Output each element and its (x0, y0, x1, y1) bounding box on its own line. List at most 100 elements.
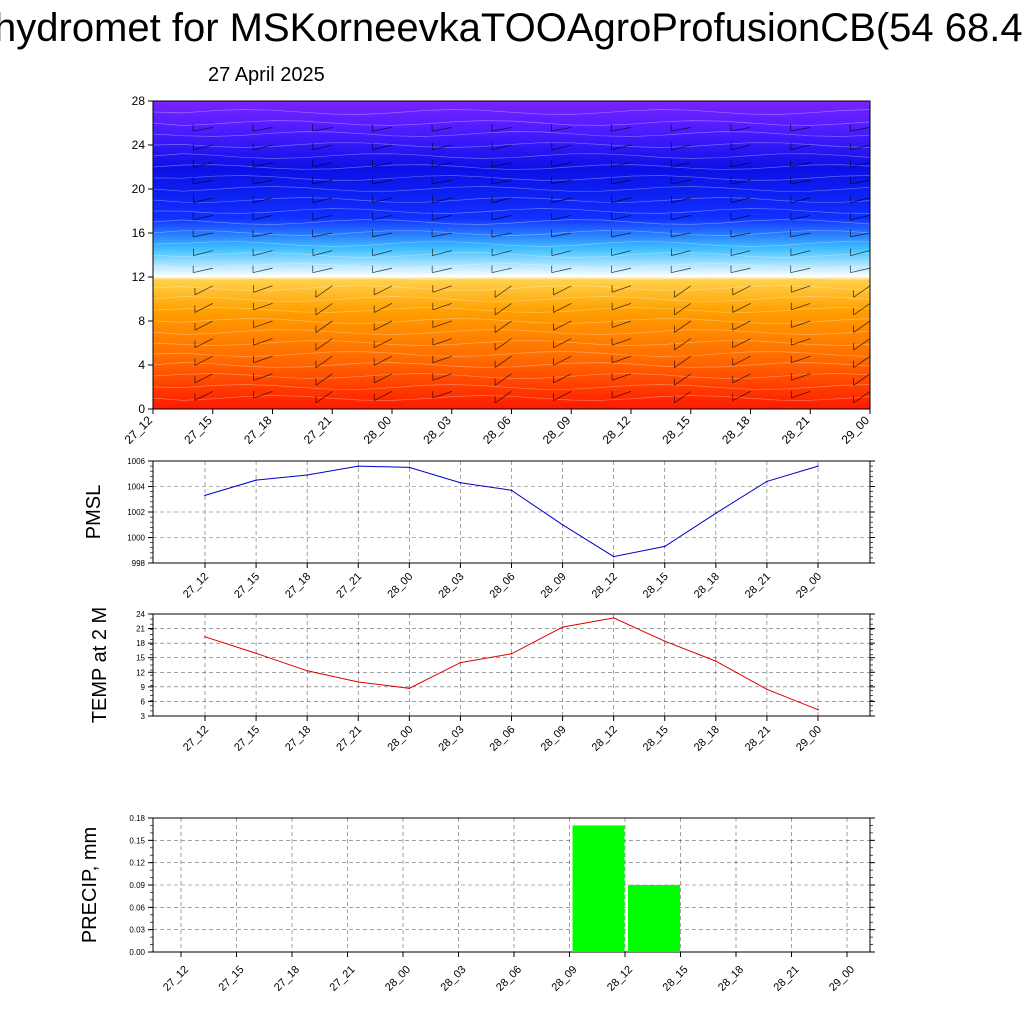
precip-xtick-label: 28_18 (716, 964, 746, 994)
chart-title: hydromet for MSKorneevkaTOOAgroProfusion… (0, 6, 1023, 50)
wind-barb (551, 265, 572, 273)
heatmap-xtick-label: 27_18 (241, 413, 275, 447)
pmsl-point (408, 466, 411, 469)
pmsl-point (766, 480, 768, 483)
wind-barb (373, 373, 393, 384)
heatmap-ytick-label: 24 (132, 138, 146, 152)
wind-barb (431, 212, 452, 221)
heatmap-xtick-label: 28_21 (779, 413, 813, 447)
heatmap-xtick-label: 28_09 (540, 413, 574, 447)
wind-barb (553, 338, 572, 349)
wind-barb (674, 373, 692, 386)
wind-barb (312, 265, 333, 273)
wind-barb (431, 229, 452, 238)
wind-barb (494, 355, 512, 369)
precip-panel: 0.00 0.03 0.06 0.09 0.12 0.15 0.18 27_12 27_15 2… (79, 814, 875, 994)
wind-barb (850, 212, 870, 221)
wind-barb (373, 320, 393, 331)
wind-barb (553, 303, 572, 313)
wind-barb (312, 229, 333, 238)
temp-ytick-label: 18 (136, 639, 145, 648)
wind-barb (730, 176, 751, 185)
precip-ytick-label: 0.00 (129, 948, 145, 957)
wind-barb (372, 176, 393, 185)
heatmap-xtick-label: 28_18 (719, 413, 753, 447)
temp-xtick-label: 28_12 (590, 724, 620, 754)
wind-barb (432, 248, 452, 256)
wind-barb (253, 285, 273, 293)
temp-point (357, 681, 360, 683)
wind-barb (853, 373, 870, 386)
wind-barb (670, 229, 691, 238)
wind-barb (551, 124, 572, 132)
precip-ytick-label: 0.03 (129, 926, 145, 935)
precip-ytick-label: 0.15 (129, 836, 145, 845)
wind-barb (790, 390, 811, 399)
wind-barb (732, 355, 751, 366)
wind-barb (553, 320, 572, 331)
wind-barb (553, 391, 572, 401)
temp-point (612, 617, 615, 619)
wind-barb (153, 127, 154, 128)
wind-barb (253, 390, 273, 399)
wind-barb (611, 176, 632, 185)
wind-barb (790, 176, 811, 185)
contour-line (153, 241, 870, 247)
contour-line (153, 120, 870, 126)
wind-barb (432, 195, 452, 204)
wind-barb (853, 285, 870, 298)
wind-barb (730, 229, 751, 238)
heatmap-xtick-label: 28_00 (361, 413, 395, 447)
wind-barb (312, 176, 333, 185)
wind-barb (432, 338, 452, 346)
temp-ytick-label: 21 (136, 625, 145, 634)
wind-barb (611, 212, 632, 221)
wind-barb (373, 355, 393, 366)
precip-xtick-label: 28_06 (494, 964, 524, 994)
temp-point (817, 708, 819, 711)
heatmap-xtick-label: 28_12 (600, 413, 634, 447)
temp-ytick-label: 12 (136, 668, 145, 677)
heatmap-xtick-label: 29_00 (839, 413, 873, 447)
wind-barb (610, 124, 632, 132)
wind-barb (494, 338, 512, 351)
wind-barb (732, 285, 751, 296)
pmsl-xtick-label: 28_06 (488, 571, 518, 601)
wind-barb (432, 320, 452, 328)
pmsl-ytick-label: 1004 (127, 483, 145, 492)
precip-xtick-label: 28_03 (439, 964, 469, 994)
wind-barb (252, 142, 273, 151)
wind-barb (432, 302, 452, 311)
wind-barb (153, 285, 154, 287)
wind-barb (192, 142, 213, 151)
wind-barb (551, 142, 572, 151)
wind-barb (790, 159, 811, 168)
wind-barb (312, 159, 333, 168)
temp-xtick-label: 27_21 (334, 724, 364, 754)
heatmap-ytick-label: 28 (132, 94, 146, 108)
wind-barb (853, 303, 870, 316)
contour-line (153, 109, 870, 115)
pmsl-xtick-label: 27_18 (283, 571, 313, 601)
wind-barb (611, 373, 632, 381)
wind-barb (730, 195, 751, 204)
wind-barb (853, 391, 870, 404)
temp-xtick-label: 28_00 (385, 724, 415, 754)
wind-barb (373, 391, 393, 401)
wind-barb (372, 212, 393, 221)
wind-barb (315, 303, 333, 316)
wind-barb (194, 303, 213, 313)
temp-xtick-label: 27_15 (232, 724, 262, 754)
wind-barb (674, 320, 692, 333)
wind-barb (153, 338, 154, 340)
precip-xtick-label: 28_15 (661, 964, 691, 994)
wind-barb (790, 142, 811, 151)
temp-xtick-label: 28_15 (641, 724, 671, 754)
pmsl-point (255, 479, 257, 481)
heatmap-ytick-label: 12 (132, 270, 146, 284)
wind-barb (153, 215, 154, 216)
wind-barb (730, 159, 751, 168)
wind-barb (551, 195, 572, 204)
wind-barb (312, 195, 333, 204)
